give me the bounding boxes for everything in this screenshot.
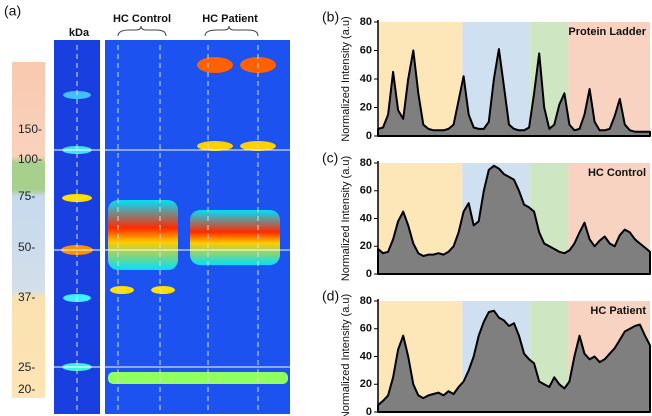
y-tick-label: 0 bbox=[366, 406, 372, 416]
lane-label: HC Control bbox=[113, 13, 171, 25]
intensity-area bbox=[377, 48, 651, 137]
y-tick-label: 0 bbox=[366, 130, 372, 142]
y-tick-label: 20 bbox=[360, 378, 372, 390]
chart-title: HC Control bbox=[588, 167, 646, 179]
y-tick-label: 20 bbox=[360, 101, 372, 113]
lane-braces bbox=[117, 25, 259, 37]
chart-title: HC Patient bbox=[590, 305, 646, 317]
y-tick-label: 60 bbox=[360, 323, 372, 335]
y-tick-label: 80 bbox=[360, 295, 372, 307]
y-tick-label: 60 bbox=[360, 185, 372, 197]
panel-label: (a) bbox=[4, 3, 21, 19]
marker-label: 50- bbox=[18, 240, 35, 254]
marker-label: 20- bbox=[18, 382, 35, 396]
lane-label: HC Patient bbox=[202, 13, 258, 25]
marker-label: 37- bbox=[18, 290, 35, 304]
intensity-area bbox=[377, 309, 651, 413]
chart-title: Protein Ladder bbox=[568, 26, 646, 38]
size-scale bbox=[12, 62, 45, 398]
marker-label: 100- bbox=[18, 152, 42, 166]
y-tick-label: 60 bbox=[360, 44, 372, 56]
y-tick-label: 40 bbox=[360, 350, 372, 362]
intensity-area bbox=[377, 164, 651, 275]
y-tick-label: 80 bbox=[360, 16, 372, 28]
lane-dashes bbox=[76, 45, 259, 410]
marker-label: 25- bbox=[18, 360, 35, 374]
guide-lines bbox=[45, 149, 290, 368]
y-tick-label: 40 bbox=[360, 73, 372, 85]
region-band bbox=[568, 22, 650, 136]
marker-label: 150- bbox=[18, 122, 42, 136]
y-tick-label: 0 bbox=[366, 268, 372, 280]
marker-label: 75- bbox=[18, 189, 35, 203]
y-tick-label: 40 bbox=[360, 212, 372, 224]
y-tick-label: 20 bbox=[360, 240, 372, 252]
panel-label: (d) bbox=[322, 288, 339, 304]
y-axis-label: Normalized Intensity (a.u) bbox=[340, 156, 352, 281]
panel-label: (c) bbox=[322, 150, 338, 166]
y-tick-label: 80 bbox=[360, 157, 372, 169]
panel-label: (b) bbox=[322, 9, 339, 25]
y-axis-label: Normalized Intensity (a.u) bbox=[340, 16, 352, 141]
kda-label: kDa bbox=[69, 27, 90, 39]
y-axis-label: Normalized Intensity (a.u) bbox=[340, 294, 352, 416]
